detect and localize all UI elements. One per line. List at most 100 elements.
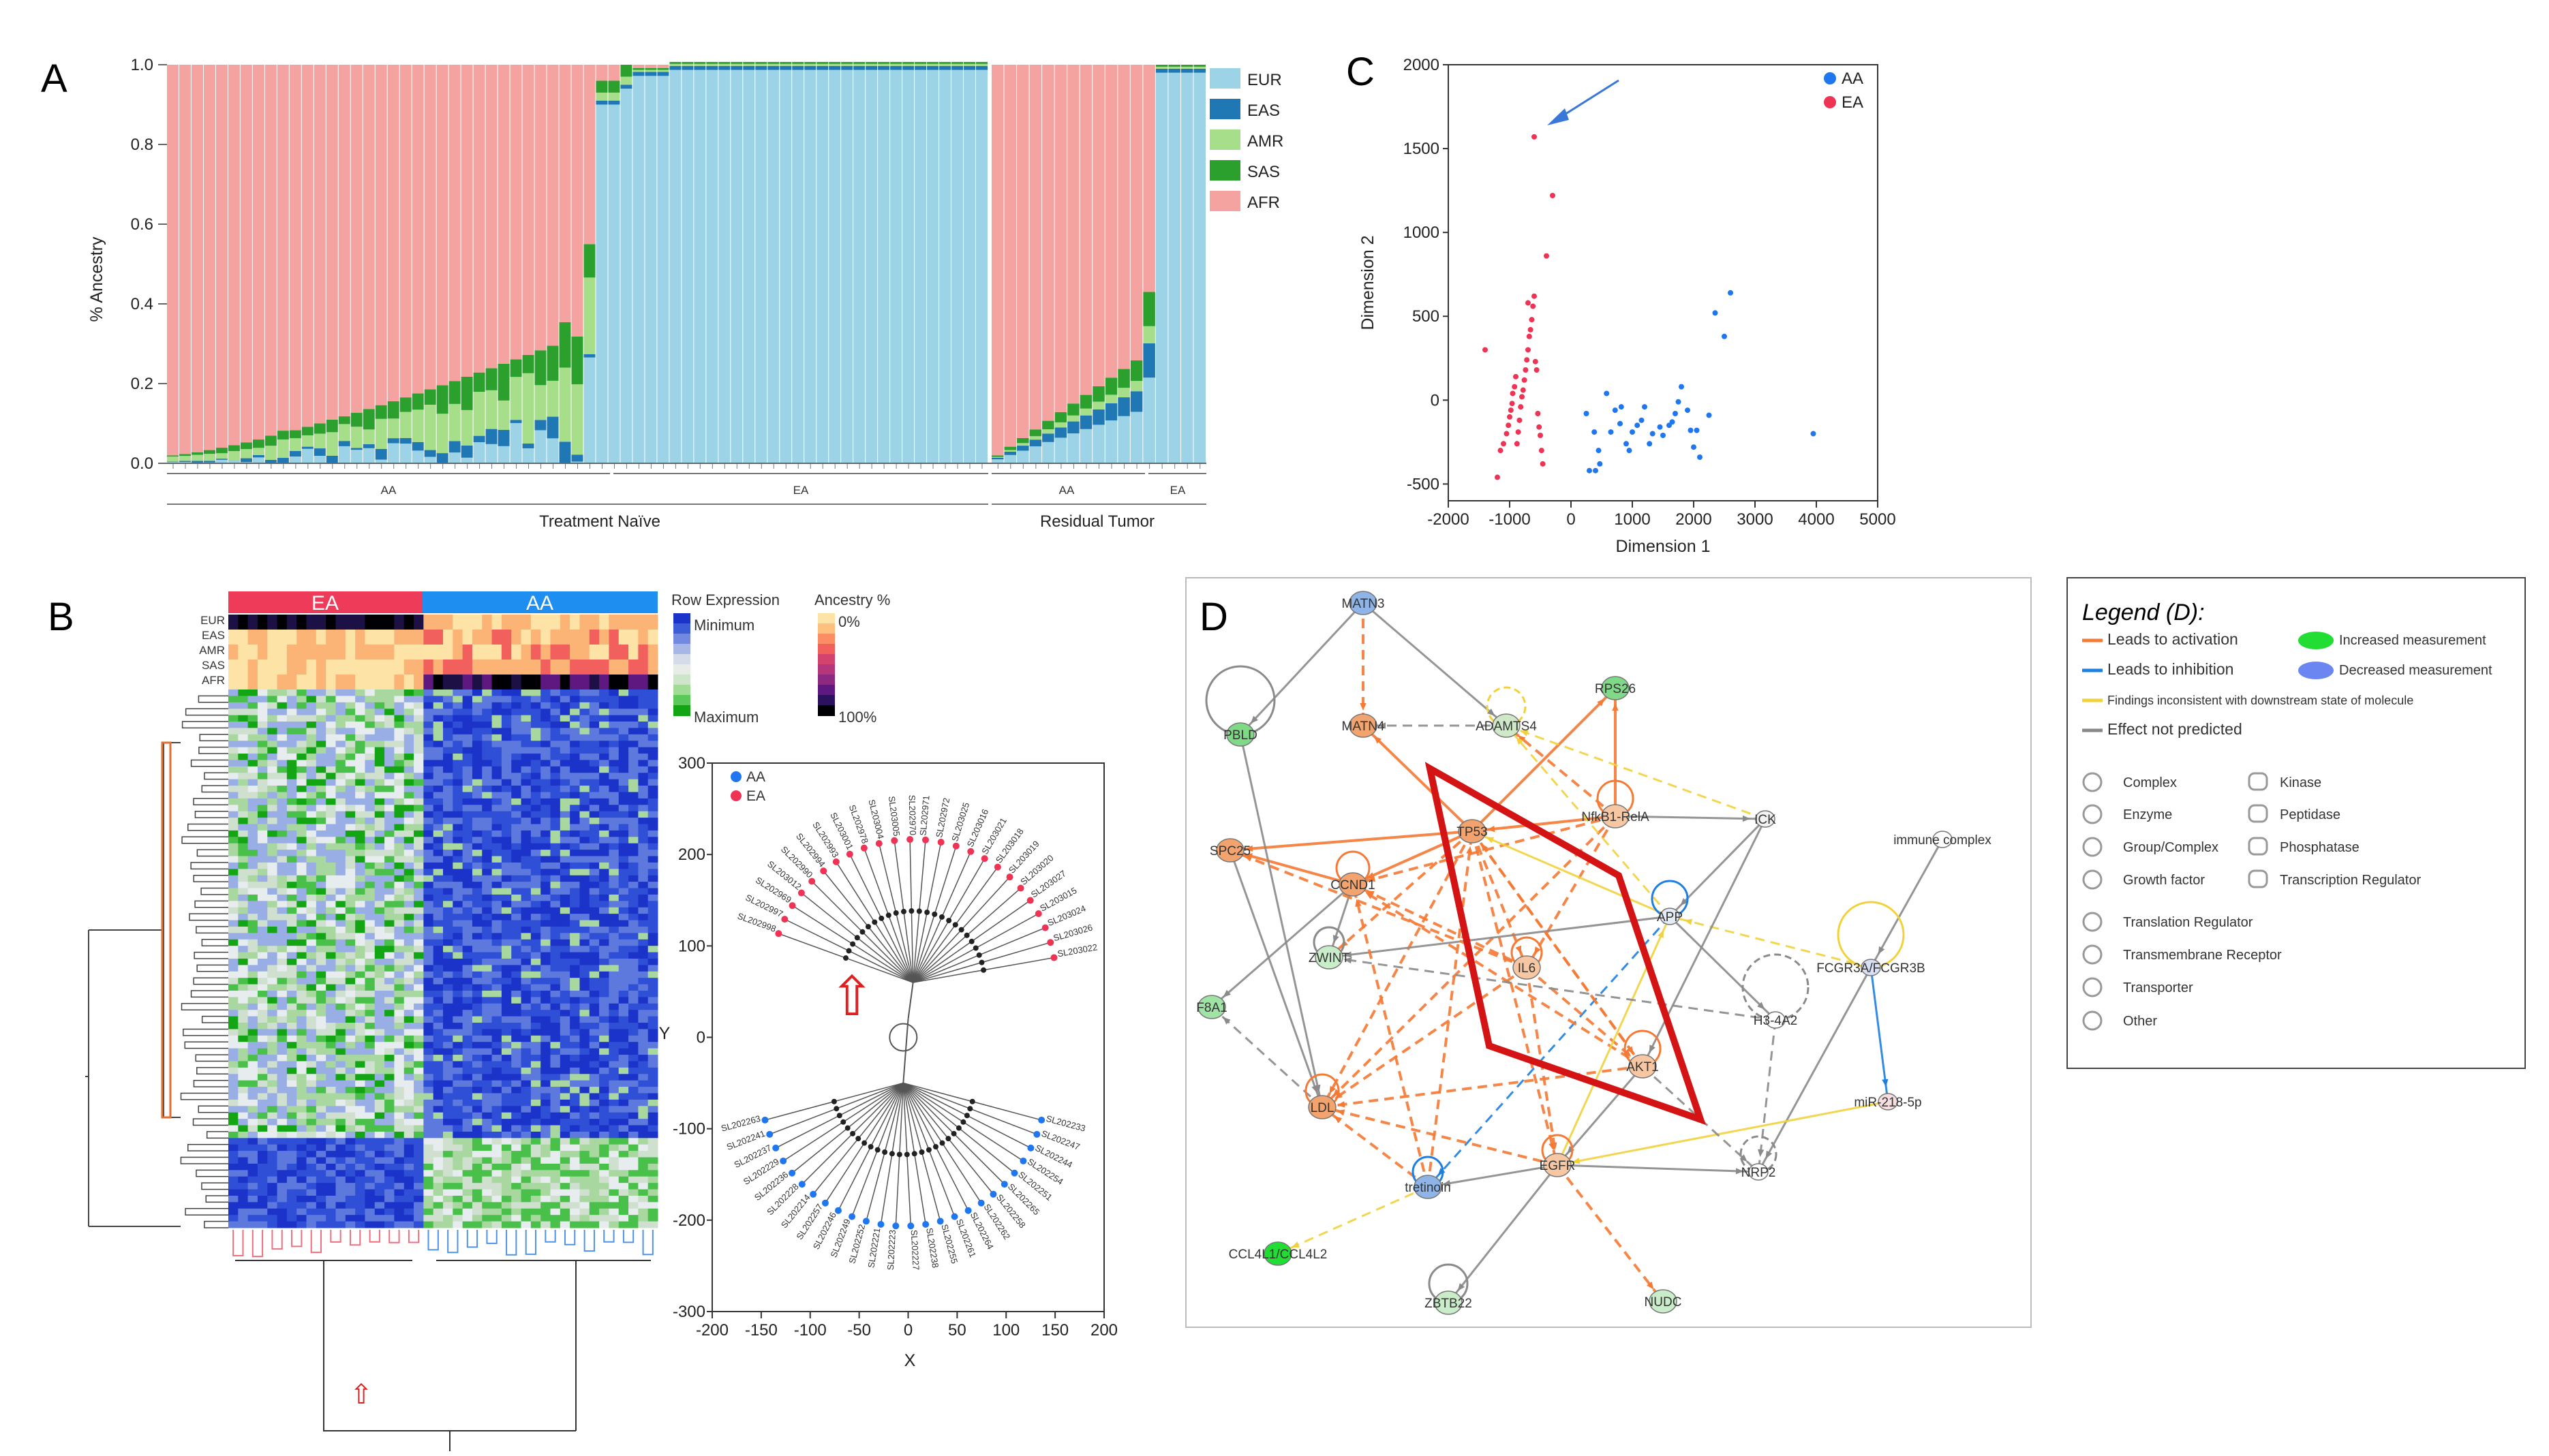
heat-cell bbox=[228, 1042, 239, 1049]
heat-cell bbox=[501, 1119, 512, 1126]
heat-cell bbox=[560, 702, 570, 709]
anc-cell bbox=[414, 660, 424, 675]
heat-cell bbox=[238, 1029, 249, 1036]
heat-cell bbox=[365, 734, 376, 741]
heat-cell bbox=[277, 702, 288, 709]
tree-branch bbox=[903, 1082, 971, 1109]
anc-cell bbox=[628, 645, 639, 660]
heat-cell bbox=[482, 798, 493, 805]
row-expression-title: Row Expression bbox=[671, 591, 780, 608]
bar-seg-amr bbox=[1168, 66, 1180, 69]
heat-cell bbox=[550, 978, 561, 985]
heat-cell bbox=[501, 888, 512, 895]
heat-cell bbox=[482, 1119, 493, 1126]
heat-cell bbox=[628, 734, 639, 741]
heat-cell bbox=[374, 1010, 385, 1017]
heat-cell bbox=[609, 830, 620, 837]
heat-cell bbox=[540, 818, 551, 824]
heat-cell bbox=[394, 875, 405, 882]
heat-cell bbox=[326, 1067, 336, 1074]
heat-cell bbox=[247, 997, 258, 1004]
heat-cell bbox=[472, 798, 483, 805]
bar-seg-amr bbox=[780, 63, 792, 66]
heat-cell bbox=[530, 946, 541, 953]
heat-cell bbox=[384, 1042, 395, 1049]
heat-cell bbox=[326, 920, 336, 927]
heat-cell bbox=[647, 920, 658, 927]
heat-cell bbox=[433, 766, 444, 773]
heat-cell bbox=[511, 1087, 522, 1094]
heat-cell bbox=[453, 869, 463, 876]
heat-cell bbox=[335, 1183, 346, 1190]
heat-cell bbox=[345, 907, 356, 914]
heat-cell bbox=[540, 1016, 551, 1023]
heat-cell bbox=[511, 1112, 522, 1119]
heat-cell bbox=[599, 760, 609, 767]
heat-cell bbox=[228, 1112, 239, 1119]
tree-node bbox=[911, 1151, 917, 1157]
bar-seg-afr bbox=[1130, 65, 1143, 360]
heat-cell bbox=[394, 959, 405, 965]
heat-cell bbox=[384, 728, 395, 735]
heat-cell bbox=[345, 882, 356, 889]
point-aa bbox=[1712, 310, 1718, 316]
bar-seg-sas bbox=[326, 419, 338, 433]
heat-cell bbox=[521, 1055, 532, 1062]
heat-cell bbox=[550, 1151, 561, 1158]
heat-cell bbox=[384, 1067, 395, 1074]
heat-cell bbox=[374, 971, 385, 978]
heat-cell bbox=[472, 1023, 483, 1029]
anc-cell bbox=[384, 660, 395, 675]
heat-cell bbox=[570, 779, 580, 786]
bar-seg-eas bbox=[583, 354, 596, 358]
heat-cell bbox=[589, 1221, 600, 1228]
heat-cell bbox=[599, 779, 609, 786]
heat-cell bbox=[296, 843, 307, 850]
heat-cell bbox=[394, 811, 405, 818]
heat-cell bbox=[423, 1195, 434, 1203]
bar-seg-afr bbox=[375, 65, 387, 405]
heat-cell bbox=[560, 741, 570, 748]
heat-cell bbox=[403, 741, 414, 748]
heat-cell bbox=[277, 1029, 288, 1036]
heat-cell bbox=[618, 1151, 629, 1158]
heat-cell bbox=[472, 1189, 483, 1196]
heat-cell bbox=[570, 1087, 580, 1094]
heat-cell bbox=[228, 882, 239, 889]
heat-cell bbox=[579, 1093, 590, 1100]
heat-cell bbox=[247, 850, 258, 857]
anc-cell bbox=[501, 630, 512, 645]
heat-cell bbox=[638, 939, 649, 946]
heat-cell bbox=[316, 741, 326, 748]
anc-cell bbox=[433, 630, 444, 645]
heat-cell bbox=[511, 971, 522, 978]
bar-seg-afr bbox=[645, 65, 657, 68]
heat-cell bbox=[618, 1061, 629, 1068]
heat-cell bbox=[550, 1119, 561, 1126]
heat-cell bbox=[267, 1125, 278, 1132]
heat-cell bbox=[628, 837, 639, 844]
heat-cell bbox=[384, 907, 395, 914]
heat-cell bbox=[638, 997, 649, 1004]
heat-cell bbox=[530, 1080, 541, 1087]
heat-cell bbox=[306, 741, 317, 748]
heat-cell bbox=[316, 1202, 326, 1209]
heat-cell bbox=[316, 760, 326, 767]
heat-cell bbox=[560, 1208, 570, 1215]
heat-cell bbox=[482, 1080, 493, 1087]
tree-branch bbox=[823, 870, 869, 927]
heat-cell bbox=[560, 779, 570, 786]
heat-cell bbox=[540, 875, 551, 882]
heat-cell bbox=[423, 920, 434, 927]
heat-cell bbox=[326, 1125, 336, 1132]
heat-cell bbox=[296, 702, 307, 709]
heat-cell bbox=[570, 1016, 580, 1023]
heat-cell bbox=[316, 946, 326, 953]
bar-seg-sas bbox=[878, 61, 890, 64]
heat-cell bbox=[647, 811, 658, 818]
heat-cell bbox=[472, 1125, 483, 1132]
heat-cell bbox=[296, 1042, 307, 1049]
heat-cell bbox=[394, 1151, 405, 1158]
heat-cell bbox=[306, 1195, 317, 1203]
bar-seg-sas bbox=[976, 61, 988, 64]
